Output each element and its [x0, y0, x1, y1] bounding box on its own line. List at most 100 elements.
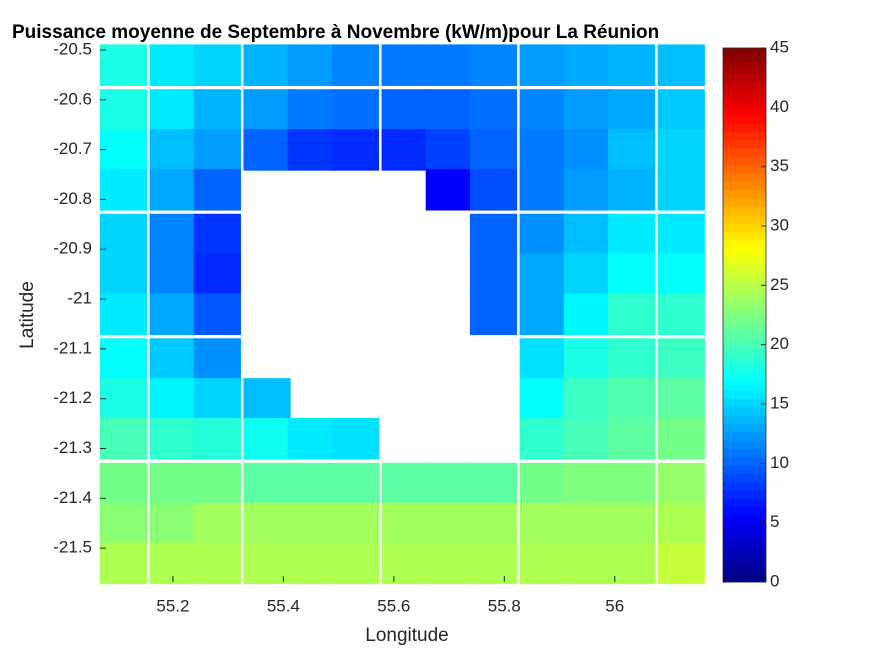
y-tick-label: -21.5: [53, 538, 92, 557]
heatmap-cell: [99, 44, 148, 86]
heatmap-cell: [193, 417, 241, 460]
colorbar-segment: [723, 214, 766, 224]
colorbar-segment: [723, 506, 766, 516]
heatmap-cell: [657, 44, 705, 86]
heatmap-cell: [99, 502, 148, 545]
colorbar-segment: [723, 156, 766, 166]
heatmap-cell: [563, 89, 611, 131]
y-tick-label: -21: [67, 289, 92, 308]
colorbar-segment: [723, 256, 766, 266]
x-tick-label: 55.6: [377, 596, 410, 615]
colorbar-segment: [723, 531, 766, 541]
heatmap-cell: [99, 542, 148, 585]
heatmap-cell: [149, 89, 197, 131]
heatmap-cell: [563, 378, 611, 420]
colorbar-segment: [723, 206, 766, 216]
colorbar-segment: [723, 440, 766, 449]
heatmap-cell: [149, 253, 197, 296]
colorbar-segment: [723, 306, 766, 316]
heatmap-cell: [607, 253, 656, 296]
colorbar-segment: [723, 431, 766, 441]
colorbar-segment: [723, 73, 766, 82]
x-tick-label: 55.8: [488, 596, 521, 615]
heatmap-cell: [287, 542, 335, 585]
heatmap-cell: [469, 168, 518, 211]
heatmap-cell: [563, 502, 611, 545]
heatmap-cell: [519, 378, 567, 420]
heatmap-cell: [243, 542, 291, 585]
colorbar-segment: [723, 348, 766, 358]
heatmap-cell: [425, 89, 473, 131]
colorbar-segment: [723, 315, 766, 324]
heatmap-cell: [469, 542, 518, 585]
heatmap-cell: [425, 129, 473, 171]
heatmap-cell: [99, 462, 148, 505]
heatmap-cell: [193, 293, 241, 336]
heatmap-cell: [519, 213, 567, 256]
heatmap-cell: [563, 129, 611, 171]
colorbar-segment: [723, 490, 766, 500]
heatmap-cell: [243, 502, 291, 545]
colorbar-segment: [723, 273, 766, 283]
heatmap-cell: [519, 89, 567, 131]
heatmap-cell: [607, 462, 656, 505]
x-axis-label: Longitude: [365, 625, 448, 646]
heatmap-cell: [607, 168, 656, 211]
heatmap-cell: [657, 293, 705, 336]
colorbar-segment: [723, 573, 766, 583]
colorbar-tick-label: 5: [770, 512, 779, 531]
colorbar-segment: [723, 173, 766, 182]
colorbar-segment: [723, 248, 766, 258]
heatmap-cell: [99, 89, 148, 131]
heatmap-cell: [563, 213, 611, 256]
colorbar-segment: [723, 398, 766, 408]
colorbar-segment: [723, 556, 766, 566]
heatmap-cell: [469, 293, 518, 336]
heatmap-cell: [193, 89, 241, 131]
colorbar-segment: [723, 198, 766, 208]
heatmap-cell: [193, 542, 241, 585]
y-tick-label: -20.8: [53, 189, 92, 208]
heatmap-cell: [99, 378, 148, 420]
y-tick-label: -21.2: [53, 388, 92, 407]
heatmap-cell: [193, 378, 241, 420]
colorbar-segment: [723, 98, 766, 107]
heatmap-cell: [149, 44, 197, 86]
colorbar-segment: [723, 89, 766, 99]
heatmap-cell: [657, 462, 705, 505]
heatmap-cell: [149, 378, 197, 420]
heatmap-cell: [469, 129, 518, 171]
heatmap-cell: [657, 417, 705, 460]
heatmap-cell: [519, 253, 567, 296]
heatmap-cell: [469, 253, 518, 296]
colorbar-segment: [723, 189, 766, 199]
heatmap-cell: [193, 168, 241, 211]
heatmap-cell: [607, 129, 656, 171]
colorbar-tick-label: 30: [770, 215, 789, 234]
heatmap-cell: [607, 44, 656, 86]
colorbar-segment: [723, 81, 766, 91]
heatmap-cell: [287, 129, 335, 171]
heatmap-cell: [469, 213, 518, 256]
colorbar-segment: [723, 565, 766, 575]
colorbar-tick-label: 45: [770, 37, 789, 56]
x-tick-label: 56: [605, 596, 624, 615]
colorbar-tick-label: 25: [770, 275, 789, 294]
colorbar-segment: [723, 406, 766, 416]
heatmap-cell: [563, 417, 611, 460]
colorbar-segment: [723, 356, 766, 366]
colorbar-segment: [723, 481, 766, 491]
heatmap-cell: [519, 293, 567, 336]
colorbar-tick-label: 10: [770, 453, 789, 472]
heatmap-cell: [149, 293, 197, 336]
heatmap-cell: [607, 89, 656, 131]
colorbar-segment: [723, 56, 766, 66]
colorbar-segment: [723, 373, 766, 383]
heatmap-cell: [657, 502, 705, 545]
heatmap-cell: [243, 462, 291, 505]
heatmap-cell: [657, 213, 705, 256]
heatmap-cell: [243, 129, 291, 171]
colorbar-segment: [723, 423, 766, 433]
heatmap-cell: [331, 417, 380, 460]
